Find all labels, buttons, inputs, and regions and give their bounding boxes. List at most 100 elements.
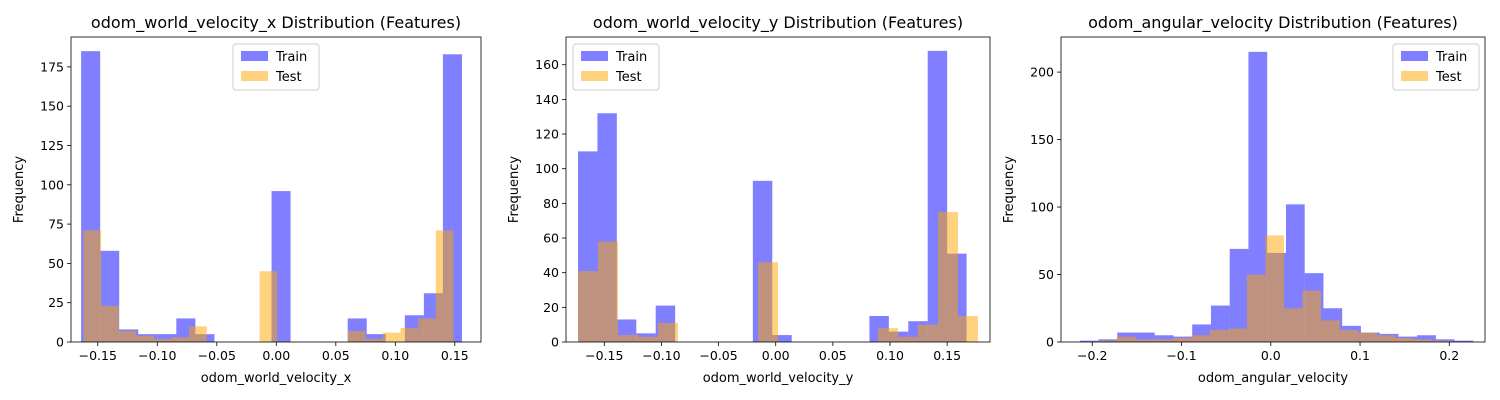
x-tick-label: −0.05 bbox=[699, 348, 737, 363]
histogram-bar bbox=[918, 324, 938, 342]
histogram-bar bbox=[1302, 290, 1322, 342]
histogram-bar bbox=[958, 316, 978, 342]
histogram-bar bbox=[1246, 274, 1266, 342]
legend: Train Test bbox=[232, 43, 320, 91]
y-axis-label: Frequency bbox=[507, 156, 522, 223]
x-tick-label: −0.10 bbox=[642, 348, 680, 363]
x-tick-label: −0.2 bbox=[1077, 348, 1107, 363]
y-tick-label: 0 bbox=[56, 335, 64, 350]
y-tick-label: 40 bbox=[543, 265, 559, 280]
y-tick-label: 150 bbox=[40, 99, 64, 114]
subplot-3: −0.2 −0.1 0.0 0.1 0.2 0 50 100 150 200 odom_angula… bbox=[1002, 13, 1486, 386]
x-tick-label: −0.15 bbox=[79, 348, 117, 363]
legend-swatch-test bbox=[1401, 71, 1428, 81]
histogram-bar bbox=[382, 332, 401, 342]
x-tick-label: 0.1 bbox=[1350, 348, 1370, 363]
histogram-bar bbox=[1209, 329, 1229, 342]
axes-frame bbox=[1060, 36, 1486, 343]
legend-label-train: Train bbox=[275, 50, 307, 65]
histogram-bar bbox=[938, 212, 958, 342]
histogram-bar bbox=[758, 262, 778, 342]
histogram-bar bbox=[136, 335, 154, 342]
histogram-bar bbox=[101, 305, 119, 342]
y-tick-label: 75 bbox=[48, 217, 64, 232]
legend: Train Test bbox=[1392, 43, 1480, 91]
y-tick-label: 100 bbox=[40, 177, 64, 192]
subplot-2: −0.15 −0.10 −0.05 0.00 0.05 0.10 0.15 0 20 40 60 80… bbox=[507, 13, 991, 386]
legend-label-test: Test bbox=[1435, 70, 1462, 85]
y-tick-label: 120 bbox=[535, 127, 559, 142]
series-test-bars bbox=[1098, 235, 1452, 342]
subplot-1: −0.15 −0.10 −0.05 0.00 0.05 0.10 0.15 0 25 50 75 10… bbox=[12, 13, 482, 386]
histogram-bar bbox=[157, 334, 177, 342]
histogram-bar bbox=[435, 230, 454, 342]
x-axis-label: odom_world_velocity_x bbox=[201, 371, 352, 386]
legend-label-test: Test bbox=[275, 70, 302, 85]
histogram-bar bbox=[878, 328, 898, 342]
histogram-bar bbox=[118, 330, 137, 342]
legend-swatch-train bbox=[241, 51, 268, 61]
chart-title: odom_angular_velocity Distribution (Feat… bbox=[1088, 13, 1458, 33]
legend-label-train: Train bbox=[615, 50, 647, 65]
histogram-bar bbox=[1283, 308, 1303, 342]
y-tick-label: 0 bbox=[1046, 335, 1054, 350]
histogram-bar bbox=[400, 327, 419, 342]
y-tick-label: 175 bbox=[40, 59, 64, 74]
y-axis-label: Frequency bbox=[12, 156, 27, 223]
histogram-bar bbox=[1116, 336, 1136, 342]
x-axis-label: odom_world_velocity_y bbox=[703, 371, 854, 386]
y-axis-label: Frequency bbox=[1002, 156, 1017, 223]
legend: Train Test bbox=[572, 43, 660, 91]
series-test-bars bbox=[578, 212, 978, 342]
histogram-bar bbox=[1358, 332, 1377, 342]
x-tick-label: 0.10 bbox=[381, 348, 409, 363]
y-tick-label: 20 bbox=[543, 300, 559, 315]
histogram-bar bbox=[1135, 339, 1155, 342]
y-tick-label: 160 bbox=[535, 57, 559, 72]
y-tick-label: 150 bbox=[1030, 132, 1054, 147]
histogram-bar bbox=[1321, 320, 1340, 342]
histogram-bar bbox=[1154, 339, 1173, 342]
x-tick-label: −0.15 bbox=[585, 348, 623, 363]
y-tick-label: 100 bbox=[535, 161, 559, 176]
x-tick-label: 0.0 bbox=[1261, 348, 1281, 363]
x-tick-label: 0.2 bbox=[1439, 348, 1459, 363]
histogram-bar bbox=[1395, 337, 1414, 342]
series-test-bars bbox=[83, 230, 454, 342]
x-tick-label: 0.15 bbox=[441, 348, 469, 363]
histogram-bar bbox=[658, 322, 678, 342]
y-tick-label: 0 bbox=[551, 335, 559, 350]
x-tick-label: −0.1 bbox=[1166, 348, 1196, 363]
axes-frame bbox=[565, 36, 991, 343]
histogram-bar bbox=[598, 241, 618, 342]
histogram-bar bbox=[259, 271, 278, 342]
histogram-bar bbox=[418, 318, 436, 342]
legend-swatch-train bbox=[1401, 51, 1428, 61]
histogram-bar bbox=[1417, 335, 1436, 342]
y-tick-label: 50 bbox=[1038, 267, 1054, 282]
histogram-bar bbox=[1265, 235, 1284, 342]
y-tick-label: 60 bbox=[543, 231, 559, 246]
histogram-bar bbox=[1098, 340, 1117, 342]
y-tick-label: 200 bbox=[1030, 65, 1054, 80]
chart-title: odom_world_velocity_x Distribution (Feat… bbox=[91, 13, 461, 33]
histogram-bar bbox=[1135, 332, 1155, 342]
histogram-bar bbox=[153, 338, 172, 342]
histogram-bar bbox=[1413, 339, 1433, 342]
histogram-bar bbox=[1339, 329, 1359, 342]
legend-swatch-test bbox=[241, 71, 268, 81]
histogram-bar bbox=[1228, 328, 1247, 342]
y-tick-label: 140 bbox=[535, 92, 559, 107]
histogram-bar bbox=[1376, 335, 1396, 342]
histogram-bar bbox=[171, 337, 190, 342]
histogram-bar bbox=[1248, 51, 1268, 343]
x-tick-label: −0.10 bbox=[138, 348, 176, 363]
histogram-bar bbox=[1454, 340, 1474, 342]
legend-swatch-train bbox=[581, 51, 608, 61]
histogram-bar bbox=[772, 335, 792, 342]
x-tick-label: 0.00 bbox=[262, 348, 290, 363]
histogram-bar bbox=[638, 336, 658, 342]
x-axis-label: odom_angular_velocity bbox=[1198, 371, 1349, 386]
legend-swatch-test bbox=[581, 71, 608, 81]
